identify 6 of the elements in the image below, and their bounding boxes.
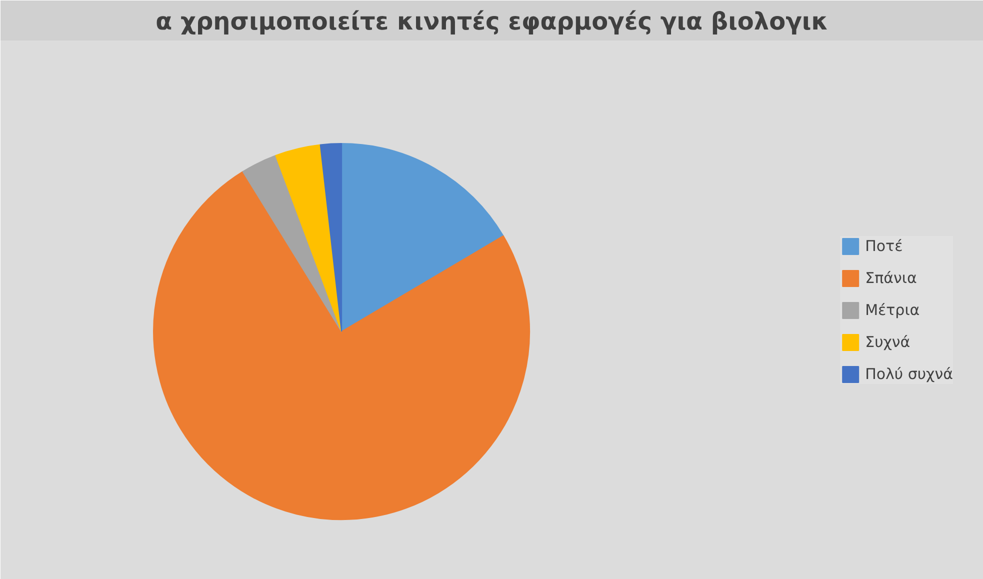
legend-label: Σπάνια [865, 268, 917, 286]
legend-label: Πολύ συχνά [865, 364, 953, 382]
chart-title: α χρησιμοποιείτε κινητές εφαρμογές για βιολογικ [156, 8, 828, 36]
legend-label: Συχνά [865, 332, 910, 350]
legend-label: Μέτρια [865, 300, 920, 318]
legend-label: Ποτέ [865, 236, 903, 254]
